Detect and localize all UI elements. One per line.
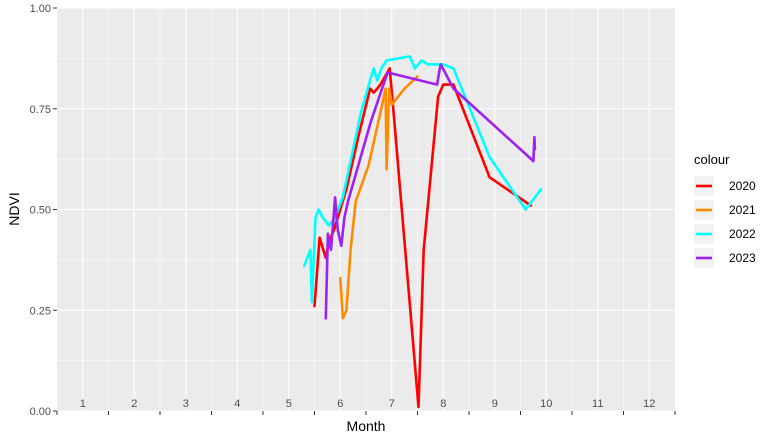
x-axis-title: Month: [347, 418, 386, 434]
legend-label-2022: 2022: [729, 227, 756, 241]
legend-items: 2020 2021 2022 2023: [694, 176, 756, 268]
series-line-2021: [338, 75, 419, 320]
x-tick-label: 12: [643, 398, 655, 410]
legend-label-2020: 2020: [729, 179, 756, 193]
legend-title: colour: [694, 152, 730, 167]
x-tick-label: 5: [286, 398, 292, 410]
legend: colour 2020 2021 2022 2023: [694, 152, 756, 268]
y-tick-label: 0.75: [30, 104, 51, 116]
x-tick-label: 4: [234, 398, 240, 410]
y-tick-label: 0.50: [30, 205, 51, 217]
x-tick-label: 3: [183, 398, 189, 410]
series-lines: [302, 55, 543, 409]
x-tick-label: 10: [540, 398, 552, 410]
legend-label-2021: 2021: [729, 203, 756, 217]
x-tick-label: 1: [80, 398, 86, 410]
y-tick-label: 1.00: [30, 3, 51, 15]
x-tick-label: 8: [440, 398, 446, 410]
y-tick-label: 0.25: [30, 305, 51, 317]
x-tick-label: 11: [592, 398, 603, 410]
legend-label-2023: 2023: [729, 251, 756, 265]
y-axis: 0.00 0.25 0.50 0.75 1.00: [30, 3, 57, 418]
x-tick-label: 7: [389, 398, 395, 410]
x-axis: 1 2 3 4 5 6 7 8 9 10 11 12: [56, 398, 676, 415]
series-line-2023: [324, 63, 537, 320]
x-tick-label: 6: [337, 398, 343, 410]
x-tick-label: 9: [492, 398, 498, 410]
y-tick-label: 0.00: [30, 406, 51, 418]
x-tick-label: 2: [131, 398, 137, 410]
y-axis-title: NDVI: [6, 192, 22, 225]
series-line-2022: [302, 55, 543, 304]
